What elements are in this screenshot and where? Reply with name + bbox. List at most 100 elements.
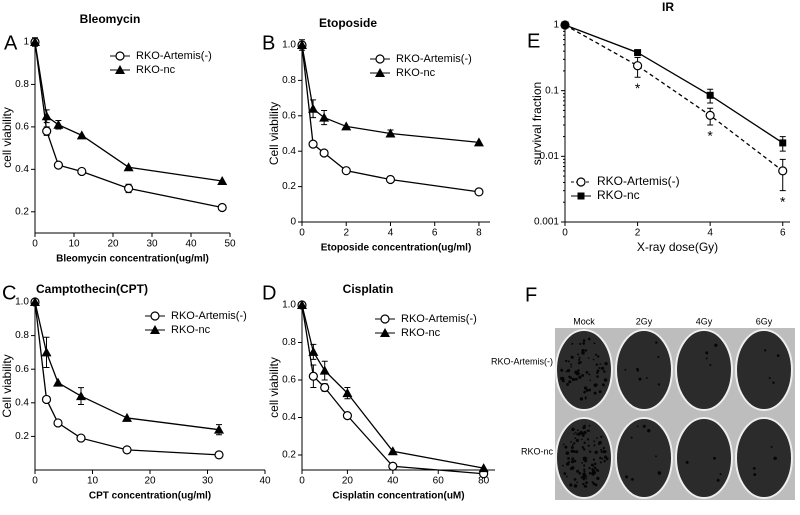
series-line bbox=[301, 44, 480, 143]
colony bbox=[599, 461, 602, 464]
colony bbox=[582, 342, 586, 345]
y-tick-label: 1 bbox=[553, 20, 559, 31]
colony bbox=[583, 468, 586, 471]
point bbox=[632, 61, 643, 71]
colony bbox=[577, 432, 581, 436]
x-axis-label: Bleomycin concentration(ug/ml) bbox=[56, 254, 209, 265]
x-tick-label: 6 bbox=[780, 228, 786, 239]
colony bbox=[574, 437, 577, 440]
x-tick-label: 10 bbox=[87, 476, 99, 487]
y-tick-label: 0.6 bbox=[15, 122, 29, 133]
colony bbox=[594, 467, 597, 470]
series-line bbox=[34, 41, 223, 182]
colony bbox=[603, 378, 608, 382]
x-tick-label: 20 bbox=[342, 476, 354, 487]
colony bbox=[657, 383, 661, 386]
colony bbox=[599, 456, 602, 460]
point bbox=[385, 128, 396, 138]
colony bbox=[583, 441, 586, 444]
colony bbox=[595, 383, 598, 386]
y-tick-label: 0.8 bbox=[15, 79, 29, 90]
colony bbox=[588, 388, 592, 392]
y-tick-label: 0.2 bbox=[282, 181, 296, 192]
colony bbox=[655, 455, 657, 458]
y-tick-label: 0.8 bbox=[15, 330, 29, 341]
colony bbox=[589, 379, 592, 382]
colony bbox=[565, 359, 568, 363]
colony bbox=[567, 461, 570, 464]
y-tick-label: 0.001 bbox=[534, 217, 559, 228]
colony bbox=[582, 477, 586, 481]
colony bbox=[570, 363, 573, 366]
legend-marker bbox=[375, 68, 385, 77]
y-tick-label: 0.4 bbox=[15, 397, 29, 408]
colony bbox=[752, 466, 756, 470]
dish bbox=[675, 329, 733, 411]
colony bbox=[582, 482, 585, 486]
dish bbox=[555, 329, 613, 411]
colony bbox=[598, 440, 602, 445]
y-tick-label: 0.6 bbox=[282, 110, 296, 121]
point bbox=[319, 112, 330, 122]
point bbox=[53, 377, 63, 387]
y-tick-label: 1.0 bbox=[282, 40, 296, 51]
series-line bbox=[564, 24, 784, 144]
y-tick-label: 0.2 bbox=[15, 431, 29, 442]
point bbox=[214, 450, 224, 460]
legend-marker bbox=[115, 51, 125, 61]
series-line bbox=[301, 44, 480, 193]
colony bbox=[624, 368, 627, 371]
x-tick-label: 2 bbox=[635, 228, 641, 239]
colony bbox=[576, 371, 580, 376]
colony bbox=[583, 386, 588, 390]
colony bbox=[579, 342, 582, 346]
point bbox=[53, 160, 64, 170]
y-tick-label: 1.0 bbox=[15, 297, 29, 308]
colony bbox=[598, 366, 601, 370]
colony bbox=[637, 369, 639, 372]
colony bbox=[568, 380, 572, 384]
colony bbox=[573, 459, 577, 463]
colony bbox=[584, 396, 587, 399]
dish bbox=[615, 417, 673, 499]
colony bbox=[714, 343, 718, 347]
y-tick-label: 0.4 bbox=[282, 412, 296, 423]
colony bbox=[576, 429, 579, 432]
colony bbox=[583, 431, 587, 435]
colony bbox=[583, 484, 587, 488]
colony bbox=[586, 429, 589, 432]
point bbox=[319, 148, 329, 158]
colony bbox=[719, 473, 722, 476]
colony bbox=[596, 371, 599, 375]
legend-marker bbox=[577, 192, 585, 200]
x-tick-label: 40 bbox=[259, 476, 271, 487]
colony bbox=[573, 477, 577, 481]
colony bbox=[578, 375, 582, 379]
point bbox=[76, 130, 87, 140]
colony bbox=[564, 445, 568, 449]
series-line bbox=[34, 41, 223, 209]
colony bbox=[562, 443, 565, 446]
colony bbox=[705, 351, 709, 355]
y-tick-label: 0.8 bbox=[282, 75, 296, 86]
colony bbox=[583, 470, 586, 473]
row-label: RKO-nc bbox=[521, 446, 554, 456]
colony bbox=[584, 397, 587, 400]
y-tick-label: 0.6 bbox=[15, 364, 29, 375]
colony bbox=[573, 484, 578, 488]
colony bbox=[571, 427, 575, 432]
x-tick-label: 30 bbox=[146, 239, 158, 250]
point bbox=[778, 166, 788, 176]
colony bbox=[584, 349, 588, 352]
colony bbox=[581, 446, 585, 449]
point bbox=[385, 174, 396, 185]
colony bbox=[574, 377, 578, 381]
colony bbox=[585, 457, 588, 459]
legend-marker bbox=[380, 328, 390, 337]
x-axis-label: X-ray dose(Gy) bbox=[637, 240, 718, 254]
colony bbox=[588, 450, 592, 453]
point bbox=[388, 461, 398, 471]
x-tick-label: 2 bbox=[343, 228, 349, 239]
colony bbox=[768, 377, 771, 379]
